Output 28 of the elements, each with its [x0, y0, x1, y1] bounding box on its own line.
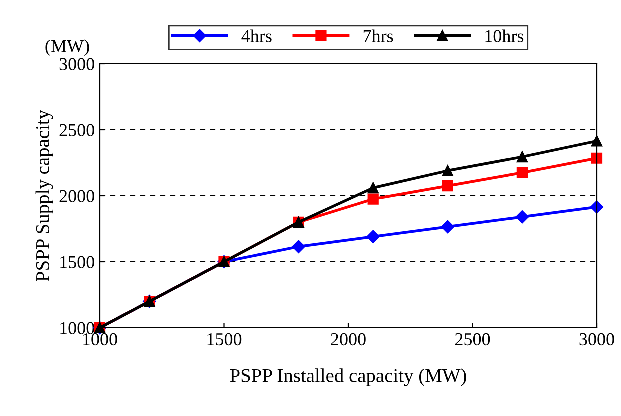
point: [368, 182, 379, 194]
x-tick-label: 1500: [208, 333, 242, 346]
x-tick-label: 2500: [455, 333, 490, 346]
point: [516, 210, 530, 224]
point: [366, 230, 380, 244]
legend-label: 4hrs: [242, 30, 272, 42]
legend-label: 7hrs: [364, 30, 394, 42]
point: [590, 200, 604, 214]
point: [516, 152, 528, 163]
x-axis-title: PSPP Installed capacity (MW): [230, 368, 466, 386]
y-tick-label: 1000: [60, 322, 94, 334]
point: [516, 167, 528, 178]
y-tick-label: 2500: [60, 124, 94, 136]
x-tick-label: 2000: [331, 333, 366, 346]
text: (MW): [46, 40, 90, 56]
legend-label: 10hrs: [486, 30, 524, 42]
point: [442, 165, 454, 176]
x-tick-label: 1000: [84, 333, 118, 346]
y-axis-title: PSPP Supply capacity: [36, 110, 54, 282]
point: [591, 152, 603, 164]
y-tick-label: 2000: [60, 190, 94, 202]
point: [368, 194, 379, 205]
point: [442, 180, 454, 192]
point: [441, 220, 454, 234]
point: [292, 240, 306, 254]
y-tick-label: 3000: [60, 58, 94, 70]
y-tick-label: 1500: [60, 256, 94, 268]
x-tick-label: 3000: [580, 333, 614, 346]
